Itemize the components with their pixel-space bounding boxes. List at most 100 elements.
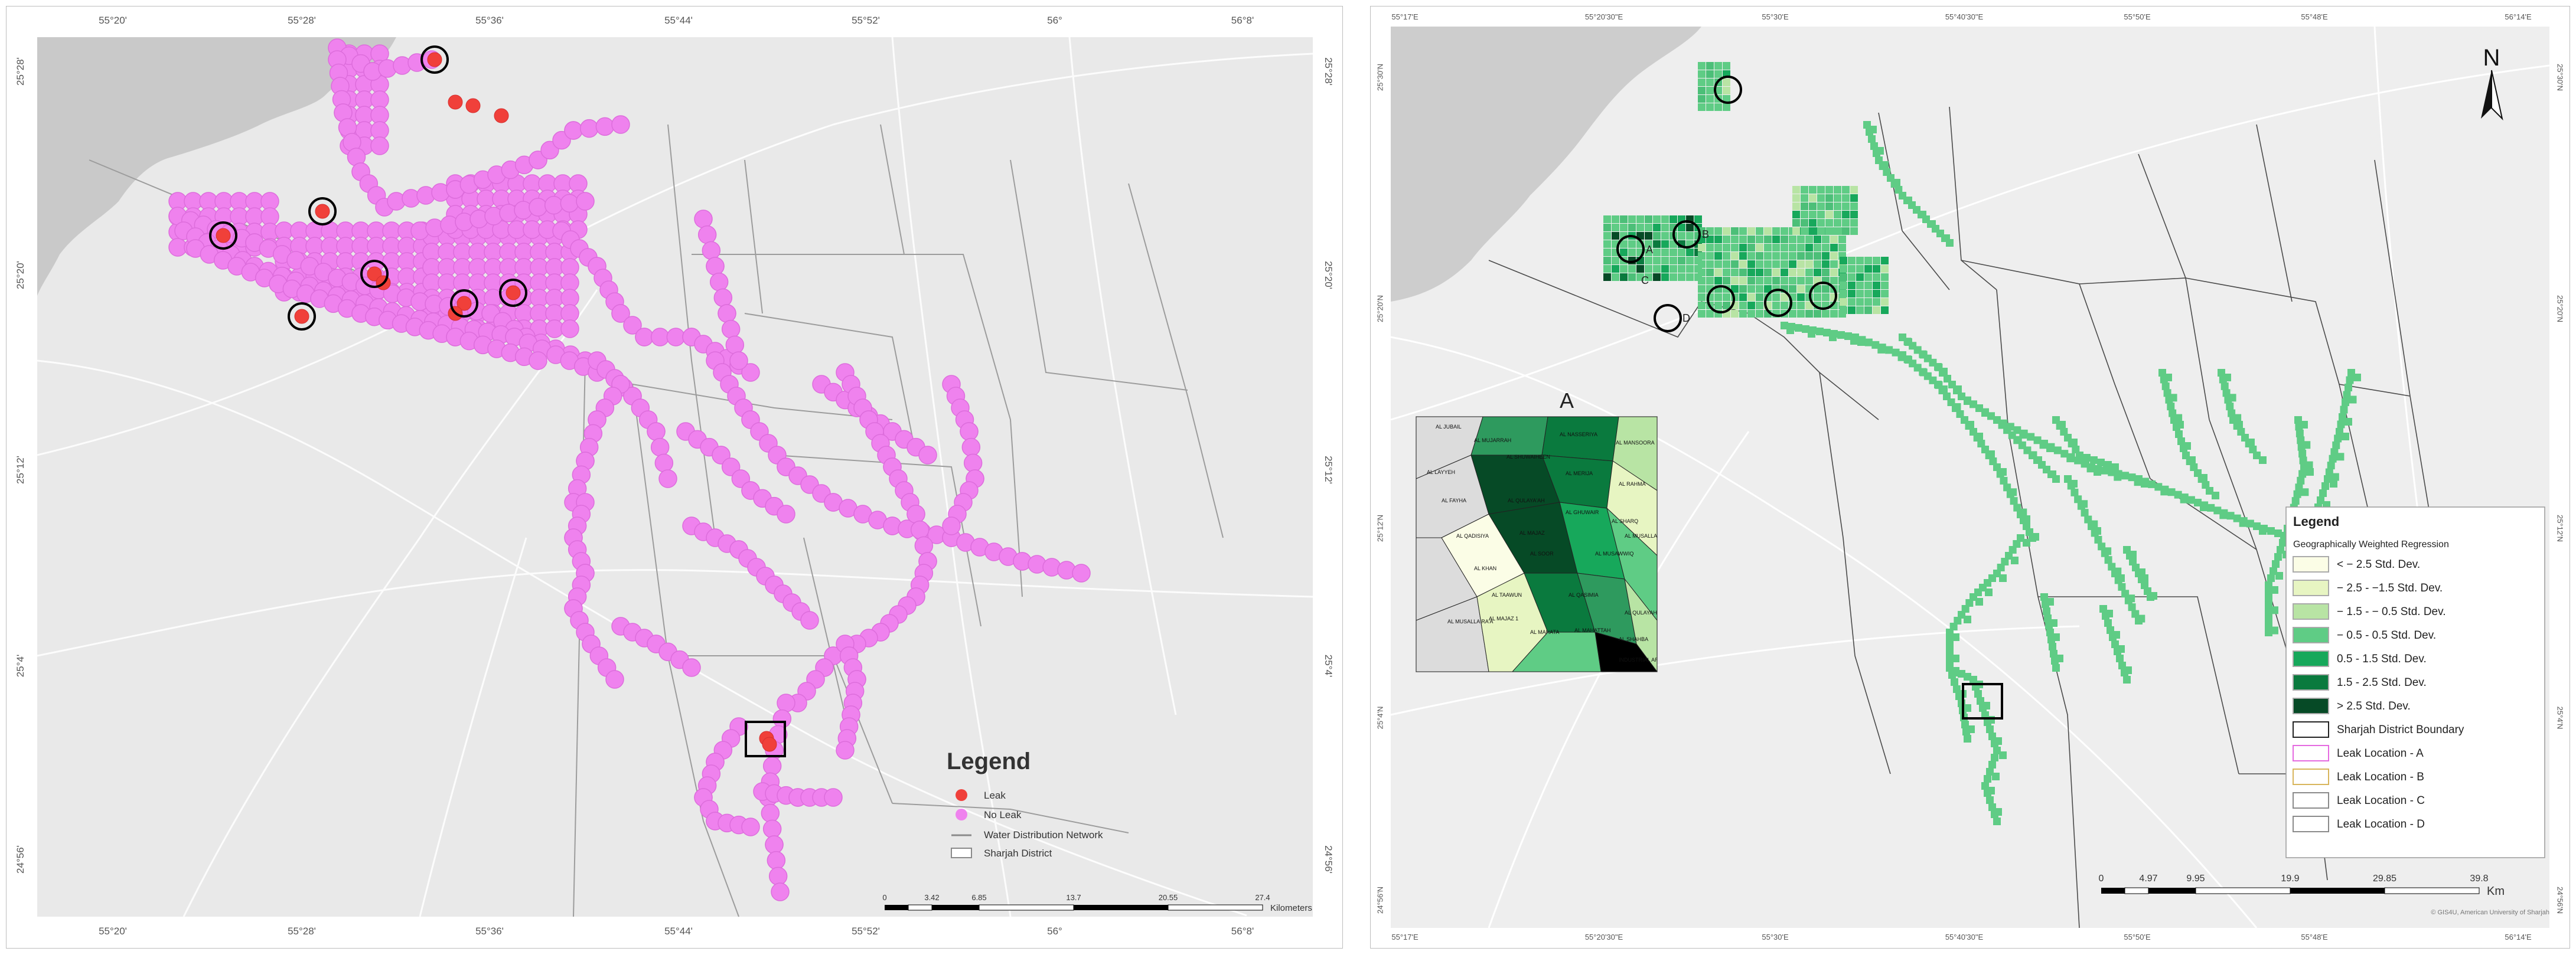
gwr-cell — [2102, 612, 2109, 620]
gwr-cell — [1984, 718, 1991, 726]
no-leak-point — [768, 867, 788, 886]
inset-place-name: AL NASSERIYA — [1560, 431, 1597, 437]
gwr-cell — [1797, 252, 1805, 260]
gwr-cell — [1840, 273, 1847, 281]
gwr-cell — [1881, 298, 1889, 306]
gwr-cell — [2052, 664, 2060, 672]
inset-place-name: AL SOOR — [1530, 551, 1554, 557]
gwr-cell — [2088, 522, 2095, 530]
gwr-cell — [1834, 202, 1841, 210]
gwr-cell — [2161, 485, 2169, 493]
gwr-cell — [1809, 211, 1817, 218]
gwr-cell — [1661, 273, 1669, 281]
gwr-cell — [2329, 455, 2337, 463]
inset-region — [1512, 632, 1602, 672]
legend-item-label: 1.5 - 2.5 Std. Dev. — [2337, 676, 2427, 689]
gwr-cell — [2064, 434, 2072, 442]
gwr-cell — [2271, 606, 2278, 614]
gwr-cell — [2026, 528, 2033, 536]
right-map: A B C D N AL JUBAIL AL MUJARRAH AL NASSERI… — [1390, 26, 2550, 928]
gwr-cell — [1848, 265, 1856, 273]
gwr-cell — [1731, 269, 1739, 276]
gwr-cell — [2233, 514, 2241, 522]
gwr-cell — [1756, 227, 1763, 235]
gwr-cell — [2331, 473, 2339, 481]
scalebar-unit: Km — [2487, 885, 2505, 898]
gwr-cell — [2279, 539, 2287, 547]
legend-item-label: − 1.5 - − 0.5 Std. Dev. — [2337, 606, 2445, 618]
gwr-cell — [2293, 490, 2301, 498]
gwr-cell — [1964, 396, 1971, 404]
no-leak-point — [824, 788, 843, 807]
gwr-cell — [1747, 227, 1755, 235]
gwr-cell — [1797, 310, 1805, 318]
gwr-cell — [2101, 549, 2109, 557]
no-leak-point — [777, 694, 795, 712]
gwr-cell — [1838, 236, 1846, 243]
gwr-cell — [1706, 70, 1714, 78]
gwr-cell — [1873, 265, 1880, 273]
gwr-cell — [1842, 211, 1850, 218]
gwr-cell — [1723, 95, 1730, 103]
gwr-cell — [1873, 257, 1880, 264]
gwr-cell — [1661, 257, 1669, 264]
gwr-cell — [1739, 236, 1747, 243]
legend-network-label: Water Distribution Network — [984, 829, 1103, 841]
leak-point — [367, 266, 382, 282]
gwr-cell — [1805, 236, 1813, 243]
gwr-cell — [1781, 302, 1788, 309]
legend-no-leak-label: No Leak — [984, 809, 1022, 820]
gwr-cell — [1873, 273, 1880, 281]
coordinate-tick-label: 55°17'E — [1391, 933, 1419, 941]
gwr-cell — [1747, 252, 1755, 260]
gwr-cell — [1946, 636, 1954, 643]
gwr-cell — [1764, 236, 1772, 243]
gwr-cell — [1706, 236, 1714, 243]
legend-subtitle: Geographically Weighted Regression — [2293, 540, 2449, 550]
gwr-cell — [1772, 269, 1780, 276]
gwr-cell — [1964, 735, 1971, 743]
legend-swatch — [2293, 721, 2329, 738]
gwr-cell — [2317, 496, 2324, 504]
gwr-cell — [2132, 564, 2140, 571]
gwr-cell — [1986, 796, 1994, 804]
gwr-cell — [1822, 310, 1830, 318]
gwr-cell — [1678, 273, 1685, 281]
gwr-cell — [1747, 302, 1755, 309]
highlight-circle — [1809, 282, 1837, 310]
gwr-cell — [1706, 95, 1714, 103]
inset-place-name: AL GHUWAIR — [1566, 509, 1599, 515]
no-leak-legend-symbol — [956, 809, 967, 820]
coordinate-tick-label: 55°50'E — [2124, 12, 2151, 21]
gwr-cell — [1698, 269, 1706, 276]
gwr-cell — [2148, 480, 2156, 488]
gwr-cell — [1848, 298, 1856, 306]
gwr-cell — [2260, 525, 2268, 532]
gwr-cell — [2060, 450, 2069, 458]
gwr-cell — [1801, 219, 1808, 227]
gwr-cell — [1669, 215, 1677, 223]
gwr-cell — [1714, 227, 1722, 235]
inset-place-name: AL QADISIYA — [1456, 533, 1489, 539]
legend-item-label: Leak Location - A — [2337, 747, 2424, 760]
no-leak-point — [576, 192, 595, 211]
gwr-cell — [2245, 440, 2253, 447]
gwr-cell — [2047, 443, 2055, 451]
gwr-cell — [1645, 232, 1652, 240]
no-leak-point — [762, 819, 782, 839]
gwr-cell — [1714, 252, 1722, 260]
left-map: Legend Leak No Leak Water Distribution N… — [37, 37, 1313, 917]
gwr-cell — [2126, 552, 2134, 560]
scalebar-label: 9.95 — [2186, 874, 2205, 884]
gwr-cell — [1805, 302, 1813, 309]
gwr-cell — [1822, 252, 1830, 260]
no-leak-point — [725, 335, 745, 355]
gwr-cell — [1848, 273, 1856, 281]
gwr-cell — [1954, 617, 1962, 625]
highlight-circle — [209, 221, 237, 250]
gwr-cell — [2301, 488, 2309, 496]
gwr-cell — [1764, 277, 1772, 285]
gwr-cell — [2226, 512, 2235, 520]
inset-place-name: AL MANSOORA — [1616, 440, 1655, 446]
no-leak-point — [761, 803, 780, 823]
